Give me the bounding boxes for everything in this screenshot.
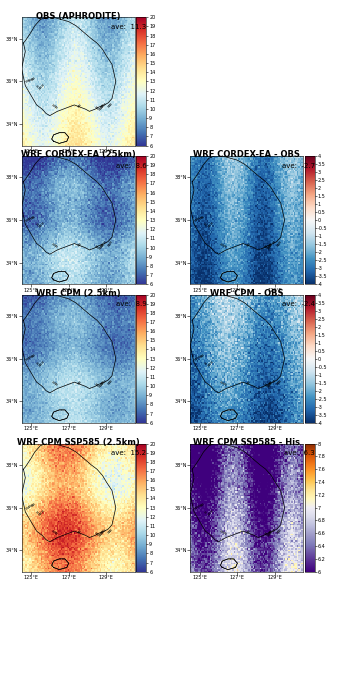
Text: WRF CPM (2.5km): WRF CPM (2.5km) [36, 289, 120, 298]
Text: ave:  -2.4: ave: -2.4 [282, 301, 315, 308]
Text: ave:  -2.7: ave: -2.7 [282, 163, 315, 169]
Text: ave:  8.9: ave: 8.9 [116, 301, 146, 308]
Text: WRF CORDEX-EA - OBS: WRF CORDEX-EA - OBS [194, 150, 300, 159]
Text: ave:  11.3: ave: 11.3 [111, 24, 146, 30]
Text: WRF CPM SSP585 (2.5km): WRF CPM SSP585 (2.5km) [17, 438, 139, 447]
Text: ave:  15.2: ave: 15.2 [112, 450, 146, 457]
Text: ave:  6.3: ave: 6.3 [284, 450, 315, 457]
Text: WRF CPM SSP585 - His: WRF CPM SSP585 - His [193, 438, 300, 447]
Text: WRF CPM - OBS: WRF CPM - OBS [210, 289, 284, 298]
Text: ave:  8.6: ave: 8.6 [116, 163, 146, 169]
Text: OBS (APHRODITE): OBS (APHRODITE) [36, 12, 120, 21]
Text: WRF CORDEX-EA (25km): WRF CORDEX-EA (25km) [21, 150, 135, 159]
